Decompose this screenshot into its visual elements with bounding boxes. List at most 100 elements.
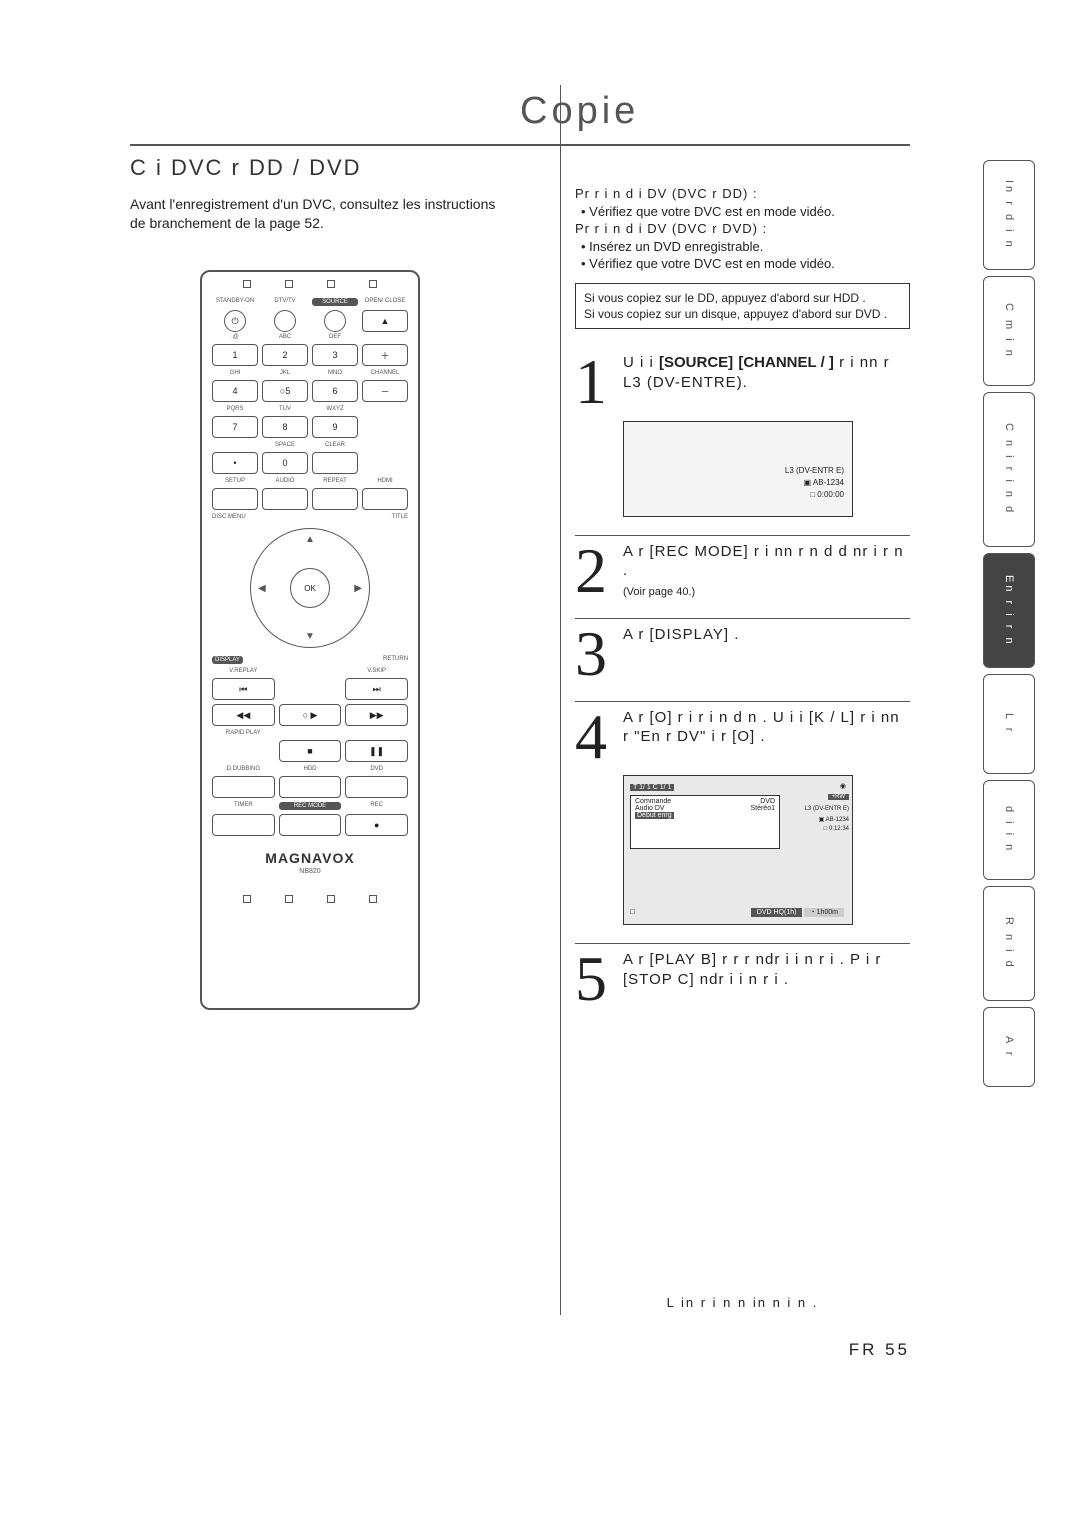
- key-4[interactable]: 4: [212, 380, 258, 402]
- step-3-text: A r [DISPLAY] .: [623, 625, 739, 645]
- left-arrow-icon[interactable]: ◀: [258, 583, 266, 594]
- step-1-kw2: [CHANNEL / ]: [738, 354, 834, 371]
- label-channel: CHANNEL: [362, 370, 408, 376]
- step-3-number: 3: [575, 625, 623, 683]
- side-tab-0[interactable]: In r d i n: [983, 160, 1035, 270]
- side-tab-1[interactable]: C m i n: [983, 276, 1035, 386]
- setup-button[interactable]: [212, 488, 258, 510]
- key-clear[interactable]: [312, 452, 358, 474]
- dtvtv-button[interactable]: [274, 310, 296, 332]
- label-9: WXYZ: [312, 406, 358, 412]
- side-tab-6[interactable]: R n i d: [983, 886, 1035, 1001]
- scr4-bar-time-val: 1h00m: [817, 909, 838, 916]
- down-arrow-icon[interactable]: ▼: [305, 631, 315, 642]
- key-1[interactable]: 1: [212, 344, 258, 366]
- label-standby: STANDBY-ON: [212, 298, 258, 306]
- scr4-infobox: +RW CommandeDVD Audio DVStéréo1 Début en…: [630, 795, 780, 849]
- step-5: 5 A r [PLAY B] r r r ndr i i n r i . P i…: [575, 943, 910, 1008]
- brand-logo: MAGNAVOX: [202, 850, 418, 866]
- label-5: JKL: [262, 370, 308, 376]
- side-tab-3[interactable]: En r i r n: [983, 553, 1035, 668]
- key-9[interactable]: 9: [312, 416, 358, 438]
- manual-page: Copie C i DVC r DD / DVD Avant l'enregis…: [0, 0, 1080, 1528]
- ok-button[interactable]: OK: [290, 568, 330, 608]
- label-openclose: OPEN/ CLOSE: [362, 298, 408, 306]
- scr4-bar: DVD HQ(1h) ◔ 1h00m: [751, 909, 844, 916]
- label-space: SPACE: [262, 442, 308, 448]
- step-4-screen: T 1/ 1 C 1/ 1 ◉ +RW CommandeDVD Audio DV…: [623, 775, 853, 925]
- channel-up-button[interactable]: ＋: [362, 344, 408, 366]
- hdd-button[interactable]: [279, 776, 342, 798]
- step-1-text-a: U i i: [623, 354, 659, 371]
- label-1: .@: [212, 334, 258, 340]
- scr4-bar-label: DVD HQ(1h): [751, 908, 803, 917]
- key-2[interactable]: 2: [262, 344, 308, 366]
- remote-bottom: D.DUBBING HDD DVD TIMER REC MODE REC ●: [202, 762, 418, 836]
- remote-transport: V.REPLAY V.SKIP ⏮ ⏭ ◀◀ ○ ▶ ▶▶ RAPID PLAY…: [202, 664, 418, 762]
- source-button[interactable]: [324, 310, 346, 332]
- vreplay-button[interactable]: ⏮: [212, 678, 275, 700]
- side-tab-2[interactable]: C n i r i n d: [983, 392, 1035, 547]
- vskip-button[interactable]: ⏭: [345, 678, 408, 700]
- rec-button[interactable]: ●: [345, 814, 408, 836]
- label-3: DEF: [312, 334, 358, 340]
- pause-button[interactable]: ❚❚: [345, 740, 408, 762]
- center-divider: [560, 85, 561, 1315]
- standby-button[interactable]: ⏻: [224, 310, 246, 332]
- scr4-header: T 1/ 1 C 1/ 1: [630, 784, 674, 791]
- scr4-l3c: 0:12:34: [829, 826, 849, 832]
- side-tab-5[interactable]: d i i n: [983, 780, 1035, 880]
- audio-button[interactable]: [262, 488, 308, 510]
- prep-title-2: Pr r i n d i DV (DVC r DVD) :: [575, 220, 910, 238]
- prep-title-1: Pr r i n d i DV (DVC r DD) :: [575, 185, 910, 203]
- dvd-button[interactable]: [345, 776, 408, 798]
- step-2-note: (Voir page 40.): [623, 586, 695, 598]
- right-arrow-icon[interactable]: ▶: [354, 583, 362, 594]
- rew-button[interactable]: ◀◀: [212, 704, 275, 726]
- label-title: TITLE: [392, 514, 408, 520]
- step-3: 3 A r [DISPLAY] .: [575, 618, 910, 683]
- hdd-dvd-note-box: Si vous copiez sur le DD, appuyez d'abor…: [575, 283, 910, 329]
- scr1-line2-val: AB-1234: [813, 478, 844, 487]
- label-8: TUV: [262, 406, 308, 412]
- channel-down-button[interactable]: －: [362, 380, 408, 402]
- label-audio: AUDIO: [262, 478, 308, 484]
- key-dot[interactable]: •: [212, 452, 258, 474]
- scr1-line3-val: 0:00:00: [817, 490, 844, 499]
- key-0[interactable]: 0: [262, 452, 308, 474]
- openclose-button[interactable]: ▲: [362, 310, 408, 332]
- repeat-button[interactable]: [312, 488, 358, 510]
- key-3[interactable]: 3: [312, 344, 358, 366]
- timer-button[interactable]: [212, 814, 275, 836]
- ffw-button[interactable]: ▶▶: [345, 704, 408, 726]
- label-vskip: V.SKIP: [345, 668, 408, 674]
- key-6[interactable]: 6: [312, 380, 358, 402]
- step-1: 1 U i i [SOURCE] [CHANNEL / ] r i nn r L…: [575, 353, 910, 411]
- label-dtvtv: DTV/TV: [262, 298, 308, 306]
- label-hdmi: HDMI: [362, 478, 408, 484]
- label-setup: SETUP: [212, 478, 258, 484]
- label-rapid: RAPID PLAY: [212, 730, 275, 736]
- side-tab-7[interactable]: A r: [983, 1007, 1035, 1087]
- header-rule: [130, 144, 910, 146]
- ddub-button[interactable]: [212, 776, 275, 798]
- step-1-number: 1: [575, 353, 623, 411]
- hdmi-button[interactable]: [362, 488, 408, 510]
- play-button[interactable]: ○ ▶: [279, 704, 342, 726]
- prep-bullet-2: • Insérez un DVD enregistrable.: [575, 238, 910, 256]
- up-arrow-icon[interactable]: ▲: [305, 534, 315, 545]
- stop-button[interactable]: ■: [279, 740, 342, 762]
- step-5-text: A r [PLAY B] r r r ndr i i n r i . P i r…: [623, 950, 910, 989]
- side-tab-4[interactable]: L r: [983, 674, 1035, 774]
- preparation-block: Pr r i n d i DV (DVC r DD) : • Vérifiez …: [575, 185, 910, 273]
- label-clear: CLEAR: [312, 442, 358, 448]
- remote-control-diagram: STANDBY-ON DTV/TV SOURCE OPEN/ CLOSE ⏻ ▲…: [200, 270, 420, 1010]
- key-7[interactable]: 7: [212, 416, 258, 438]
- side-tabs: In r d i n C m i n C n i r i n d En r i r n…: [983, 160, 1035, 1093]
- prep-bullet-1: • Vérifiez que votre DVC est en mode vid…: [575, 203, 910, 221]
- scr4-stop-icon: □: [630, 907, 635, 916]
- scr4-rw-badge: +RW: [828, 794, 849, 800]
- key-8[interactable]: 8: [262, 416, 308, 438]
- recmode-button[interactable]: [279, 814, 342, 836]
- key-5[interactable]: ○5: [262, 380, 308, 402]
